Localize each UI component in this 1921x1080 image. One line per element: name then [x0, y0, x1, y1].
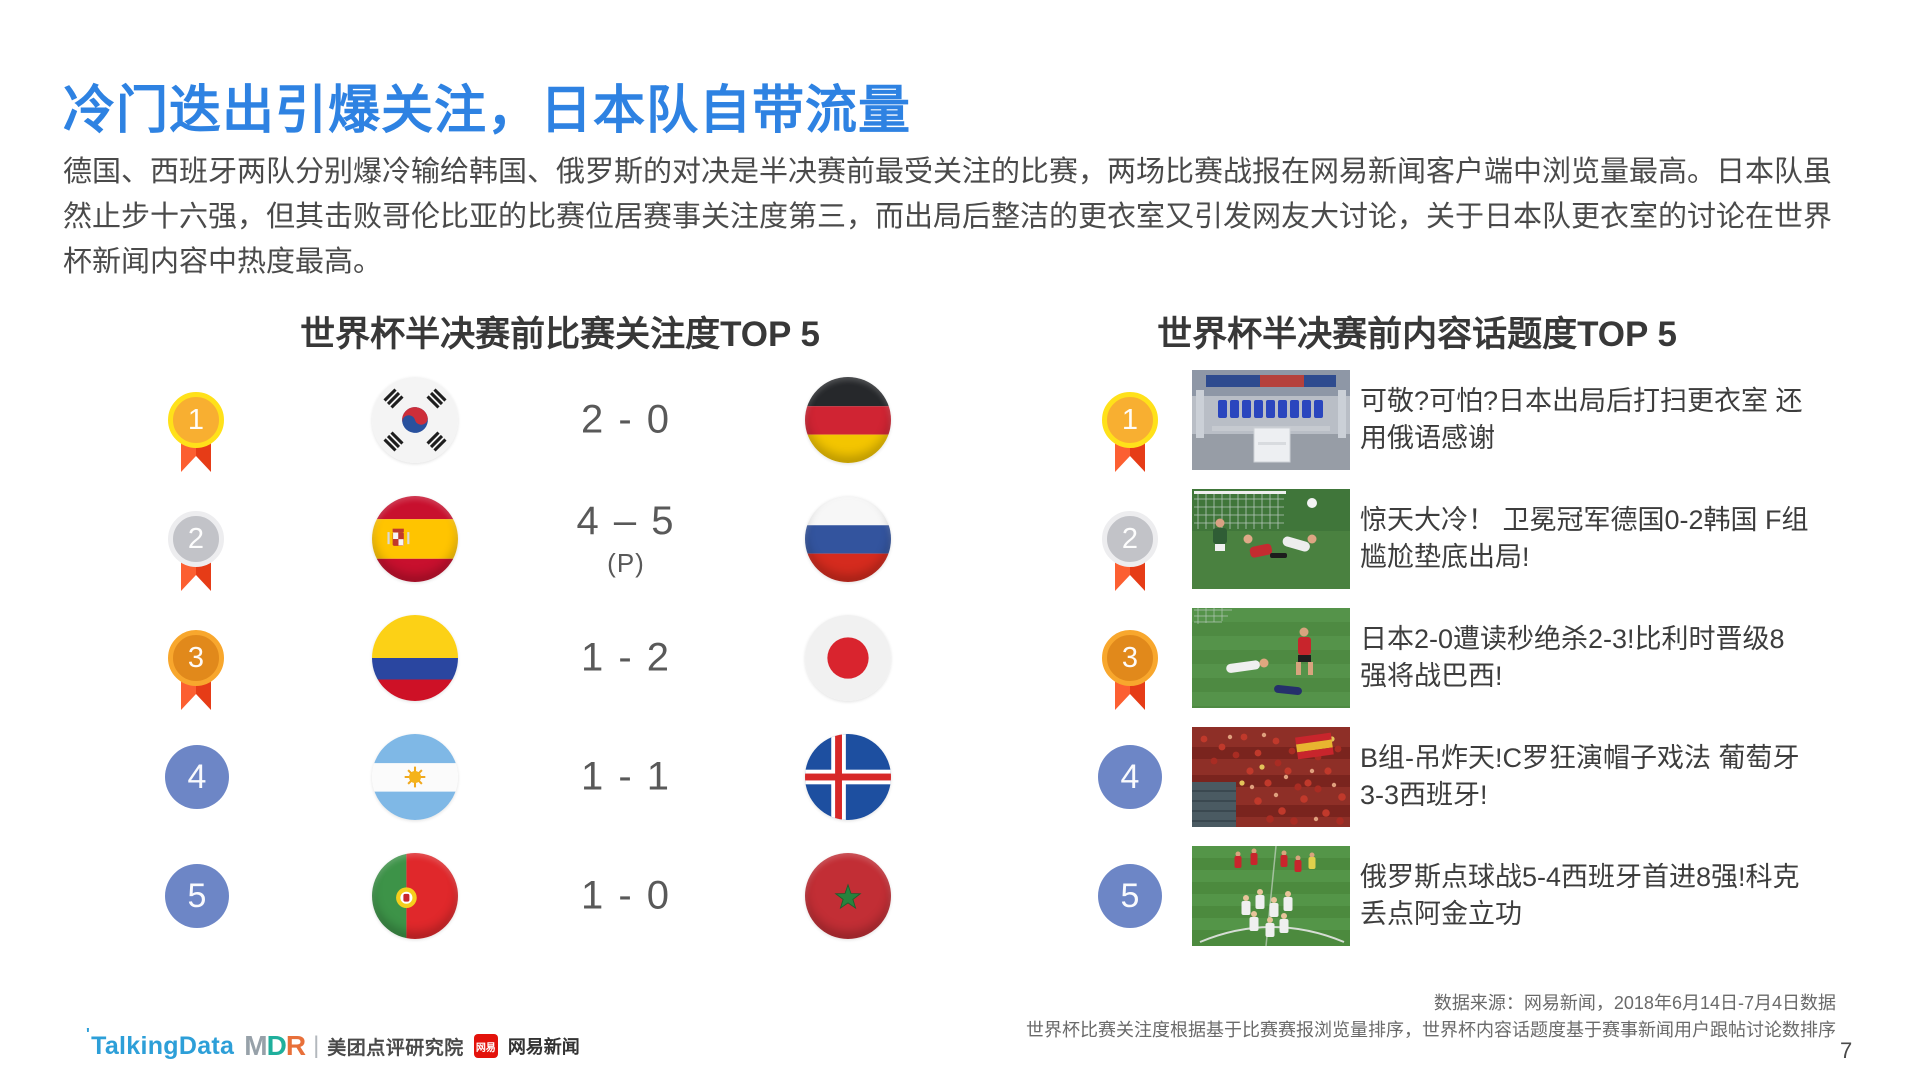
- left-section-header: 世界杯半决赛前比赛关注度TOP 5: [300, 315, 820, 354]
- thumbnail-japan-belgium: [1192, 608, 1350, 708]
- flag-portugal-icon: [372, 853, 458, 939]
- match-score: 1 - 2: [580, 635, 672, 680]
- netease-icon: 网易: [473, 1034, 498, 1058]
- rank-number: 3: [168, 630, 224, 686]
- rank-2-silver-medal-icon: 2: [168, 511, 224, 591]
- summary-paragraph: 德国、西班牙两队分别爆冷输给韩国、俄罗斯的对决是半决赛前最受关注的比赛，两场比赛…: [63, 156, 1833, 278]
- rank-number: 1: [1102, 392, 1158, 448]
- rank-number: 2: [1102, 511, 1158, 567]
- flag-japan-icon: [805, 615, 891, 701]
- page-number: 7: [1840, 1038, 1853, 1063]
- source-line-2: 世界杯比赛关注度根据基于比赛赛报浏览量排序，世界杯内容话题度基于赛事新闻用户跟帖…: [1026, 1020, 1836, 1040]
- thumbnail-russia-penalty-celebration: [1192, 846, 1350, 946]
- meituan-dianping-institute-logo: 美团点评研究院: [327, 1037, 464, 1059]
- rank-3-bronze-medal-icon: 3: [168, 630, 224, 710]
- page-title: 冷门迭出引爆关注，日本队自带流量: [63, 82, 912, 140]
- rank-number: 5: [1098, 864, 1162, 928]
- match-score: 1 - 1: [580, 754, 672, 799]
- match-score: 4 – 5 (P): [536, 499, 716, 579]
- talkingdata-logo: ' TalkingData: [86, 1025, 235, 1060]
- rank-5-badge: 5: [165, 864, 229, 928]
- flag-russia-icon: [805, 496, 891, 582]
- flag-iceland-icon: [805, 734, 891, 820]
- topic-headline: 日本2-0遭读秒绝杀2-3!比利时晋级8 强将战巴西!: [1360, 624, 1785, 691]
- rank-1-gold-medal-icon: 1: [1102, 392, 1158, 472]
- flag-morocco-icon: [805, 853, 891, 939]
- flag-south-korea-icon: [372, 377, 458, 463]
- rank-2-silver-medal-icon: 2: [1102, 511, 1158, 591]
- footer-logos: ' TalkingData M D R | 美团点评研究院 网易 网易新闻: [86, 1025, 580, 1064]
- topic-headline: 俄罗斯点球战5-4西班牙首进8强!科克 丢点阿金立功: [1360, 862, 1800, 929]
- match-score: 2 - 0: [580, 397, 672, 442]
- rank-number: 5: [165, 864, 229, 928]
- thumbnail-portugal-fans-crowd: [1192, 727, 1350, 827]
- topic-headline: 可敬?可怕?日本出局后打扫更衣室 还用俄语感谢: [1360, 386, 1803, 453]
- rank-3-bronze-medal-icon: 3: [1102, 630, 1158, 710]
- rank-number: 4: [1098, 745, 1162, 809]
- flag-colombia-icon: [372, 615, 458, 701]
- topic-headline: 惊天大冷！ 卫冕冠军德国0-2韩国 F组 尴尬垫底出局!: [1360, 505, 1809, 572]
- mdr-logo: M D R: [244, 1030, 306, 1061]
- rank-5-badge: 5: [1098, 864, 1162, 928]
- logo-separator: |: [313, 1032, 320, 1059]
- rank-number: 1: [168, 392, 224, 448]
- topic-headline: B组-吊炸天!C罗狂演帽子戏法 葡萄牙 3-3西班牙!: [1360, 743, 1800, 810]
- rank-number: 2: [168, 511, 224, 567]
- source-line-1: 数据来源：网易新闻，2018年6月14日-7月4日数据: [1433, 993, 1836, 1013]
- data-source-notes: 数据来源：网易新闻，2018年6月14日-7月4日数据 世界杯比赛关注度根据基于…: [1026, 990, 1836, 1044]
- rank-4-badge: 4: [165, 745, 229, 809]
- rank-number: 4: [165, 745, 229, 809]
- flag-germany-icon: [805, 377, 891, 463]
- flag-spain-icon: [372, 496, 458, 582]
- penalty-note: (P): [607, 548, 645, 578]
- match-score: 1 - 0: [580, 873, 672, 918]
- talkingdata-tick: ': [86, 1025, 91, 1043]
- rank-number: 3: [1102, 630, 1158, 686]
- flag-argentina-icon: [372, 734, 458, 820]
- thumbnail-locker-room: [1192, 370, 1350, 470]
- thumbnail-germany-korea-goal: [1192, 489, 1350, 589]
- netease-news-logo: 网易新闻: [507, 1037, 580, 1057]
- right-section-header: 世界杯半决赛前内容话题度TOP 5: [1157, 315, 1677, 354]
- rank-4-badge: 4: [1098, 745, 1162, 809]
- rank-1-gold-medal-icon: 1: [168, 392, 224, 472]
